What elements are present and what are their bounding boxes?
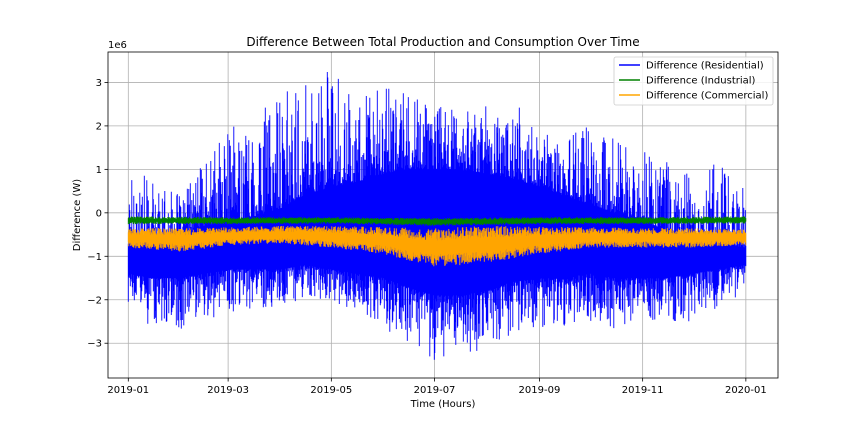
series-line: [127, 216, 747, 226]
chart-title: Difference Between Total Production and …: [246, 35, 639, 49]
x-tick-label: 2019-09: [519, 385, 561, 396]
legend-label: Difference (Residential): [646, 61, 764, 72]
y-tick-label: −2: [87, 295, 102, 306]
y-tick-label: 1: [96, 165, 102, 176]
plot-frame: [107, 51, 779, 379]
y-tick-label: 0: [96, 208, 102, 219]
series-2: [127, 216, 747, 226]
x-tick-label: 2019-05: [310, 385, 352, 396]
series-line: [127, 225, 747, 267]
x-tick-label: 2019-07: [414, 385, 456, 396]
series-3: [127, 225, 747, 267]
legend-label: Difference (Industrial): [646, 76, 756, 87]
x-axis-title: Time (Hours): [410, 399, 476, 410]
y-axis-title: Difference (W): [72, 179, 83, 252]
legend: Difference (Residential) Difference (Indu…: [613, 56, 774, 106]
y-tick-label: 2: [96, 121, 102, 132]
y-tick-label: −3: [87, 339, 102, 350]
x-axis: 2019-01 2019-03 2019-05 2019-07 2019-09 2019-…: [107, 378, 767, 396]
x-tick-label: 2019-11: [622, 385, 664, 396]
x-tick-label: 2019-03: [207, 385, 249, 396]
y-axis: −3 −2 −1 0 1 2 3: [87, 78, 108, 350]
legend-label: Difference (Commercial): [646, 91, 768, 102]
y-tick-label: 3: [96, 78, 102, 89]
legend-box: [613, 56, 774, 106]
series-group: [127, 72, 747, 360]
x-tick-label: 2019-01: [107, 385, 149, 396]
y-scale-label: 1e6: [108, 40, 127, 51]
y-tick-label: −1: [87, 252, 102, 263]
x-tick-label: 2020-01: [725, 385, 767, 396]
